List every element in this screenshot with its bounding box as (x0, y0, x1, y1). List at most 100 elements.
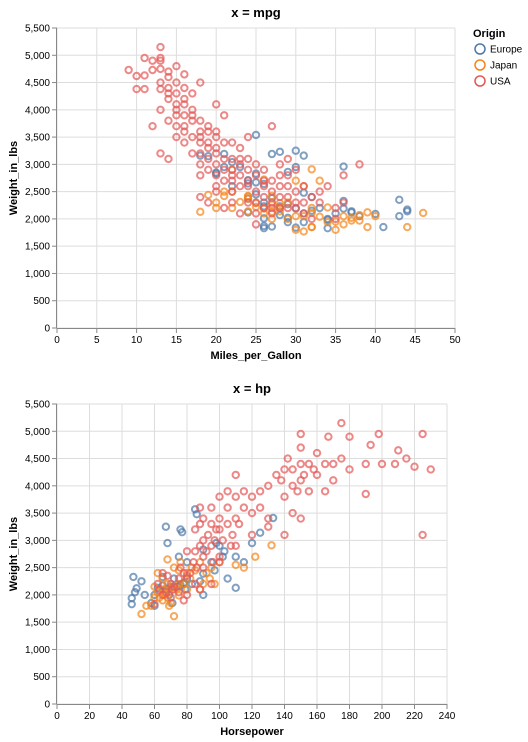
data-point (219, 187, 229, 196)
x-tick-label: 20 (84, 711, 96, 722)
data-point (207, 579, 216, 589)
data-point (247, 530, 257, 540)
data-point (204, 121, 213, 131)
y-tick-label: 3,000 (25, 536, 50, 547)
y-tick-label: 1,000 (25, 645, 50, 656)
data-point (331, 203, 340, 213)
y-tick-label: 5,000 (25, 51, 50, 62)
y-tick-label: 5,500 (25, 24, 50, 35)
data-point (264, 522, 273, 531)
data-point (223, 519, 232, 529)
data-point (395, 211, 404, 221)
data-point (137, 609, 146, 619)
data-point (251, 220, 261, 229)
data-point (299, 198, 308, 207)
data-point (174, 587, 184, 597)
data-point (323, 181, 332, 191)
data-point (215, 557, 224, 567)
data-point (410, 462, 419, 471)
data-point (307, 192, 316, 202)
data-point (212, 132, 221, 142)
data-point (190, 579, 200, 589)
legend: Origin Europe Japan USA (473, 28, 523, 88)
legend-label-usa: USA (490, 77, 511, 88)
data-point (347, 216, 356, 225)
data-point (219, 191, 229, 201)
data-point (291, 162, 300, 172)
data-point (231, 552, 240, 561)
data-point (219, 154, 229, 164)
data-point (164, 89, 173, 98)
data-point (235, 160, 245, 169)
data-point (235, 171, 245, 180)
data-point (180, 100, 189, 109)
data-point (275, 147, 285, 157)
data-point (227, 157, 237, 167)
data-point (402, 454, 411, 463)
data-point (124, 65, 133, 75)
data-point (180, 83, 189, 93)
legend-title: Origin (473, 28, 506, 40)
data-point (259, 165, 269, 175)
y-tick-label: 3,000 (25, 160, 50, 171)
data-point (267, 187, 277, 196)
data-point (212, 203, 221, 213)
data-point (280, 465, 289, 474)
data-point (247, 492, 257, 501)
data-point (283, 217, 293, 227)
x-tick-label: 80 (181, 711, 193, 722)
data-point (142, 601, 151, 611)
data-point (132, 584, 141, 593)
data-point (267, 541, 276, 550)
data-point (283, 154, 293, 164)
data-point (215, 492, 224, 501)
data-point (202, 547, 211, 556)
data-point (227, 187, 237, 196)
data-point (220, 547, 229, 556)
data-point (267, 222, 277, 231)
data-point (296, 459, 305, 469)
data-point (223, 574, 232, 583)
data-point (215, 525, 224, 534)
data-point (259, 221, 269, 231)
data-point (210, 579, 219, 589)
data-point (320, 487, 330, 496)
y-tick-label: 4,000 (25, 481, 50, 492)
chart-panel-2: 0 20 40 60 80 100 120 140 160 180 200 220 240 0 500 1,0… (8, 381, 456, 738)
data-point (259, 181, 269, 191)
data-point (339, 220, 348, 229)
data-point (329, 459, 338, 469)
data-point (163, 538, 172, 548)
x-tick-label: 140 (276, 711, 293, 722)
data-point (337, 454, 346, 463)
data-point (247, 538, 257, 548)
data-point (339, 211, 348, 221)
data-point (299, 211, 308, 221)
y-tick-label: 4,000 (25, 105, 50, 116)
data-point (199, 514, 208, 523)
data-point (291, 225, 300, 235)
y-tick-label: 500 (33, 672, 50, 683)
y-tick-label: 0 (44, 700, 50, 711)
data-point (283, 454, 292, 463)
data-point (204, 165, 213, 175)
data-point (307, 214, 316, 224)
data-point (186, 568, 195, 578)
data-point (312, 470, 322, 480)
data-point (255, 528, 265, 537)
data-point (243, 179, 253, 188)
data-point (259, 192, 269, 202)
data-point (371, 211, 380, 221)
data-point (379, 222, 388, 232)
data-point (251, 209, 261, 218)
data-point (347, 207, 356, 216)
x-tick-label: 0 (54, 335, 60, 346)
data-point (172, 121, 181, 131)
series-usa (124, 42, 364, 229)
data-point (307, 165, 316, 174)
y-tick-label: 1,500 (25, 242, 50, 253)
data-point (315, 187, 324, 196)
data-point (188, 149, 197, 158)
data-point (172, 78, 181, 87)
data-point (153, 568, 162, 578)
